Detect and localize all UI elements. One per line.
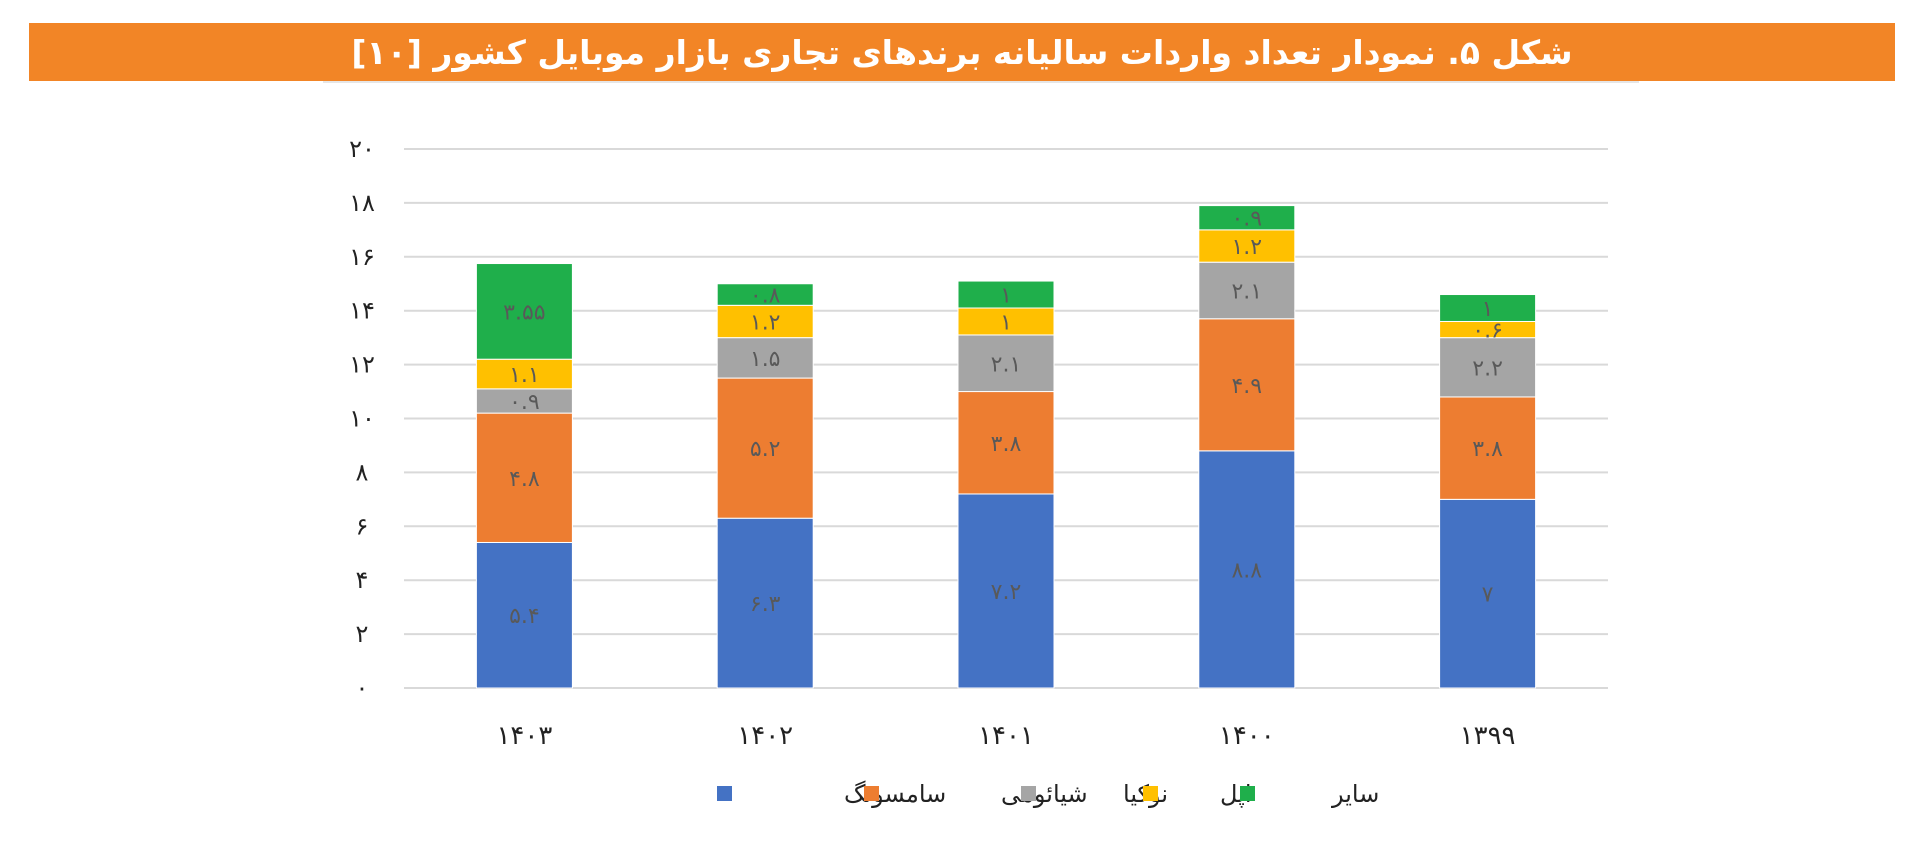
legend-swatch: [717, 786, 732, 801]
data-label: ۶.۳: [750, 592, 781, 617]
y-tick-label: ۱۸: [349, 189, 375, 217]
bar-segment: [1439, 294, 1537, 322]
legend-swatch: [1021, 786, 1036, 801]
title-divider: [323, 81, 1639, 83]
bar-segment: [716, 283, 814, 306]
data-label: ۵.۲: [750, 437, 781, 462]
x-tick-label: ۱۴۰۳: [496, 721, 552, 751]
bar-segment: [957, 334, 1055, 393]
bar-segment: [1439, 337, 1537, 398]
legend-label: سامسونگ: [844, 780, 946, 808]
data-label: ۱: [1000, 310, 1012, 335]
y-tick-label: ۴: [356, 566, 369, 594]
y-tick-label: ۲۰: [349, 135, 375, 163]
bar-segment: [1198, 229, 1296, 263]
bar-segment: [1198, 318, 1296, 452]
legend-label: شیائومی: [1001, 780, 1088, 808]
data-label: ۰.۸: [750, 284, 781, 309]
bar-segment: [957, 280, 1055, 309]
data-label: ۱.۵: [750, 347, 781, 372]
data-label: ۱: [1000, 284, 1012, 309]
data-label: ۲.۲: [1472, 356, 1503, 381]
bar-segment: [716, 337, 814, 379]
y-tick-label: ۰: [356, 674, 369, 702]
bar-segment: [475, 263, 573, 360]
x-tick-label: ۱۴۰۱: [978, 721, 1034, 751]
bar-segment: [957, 493, 1055, 689]
bar-segment: [716, 304, 814, 339]
data-label: ۱.۱: [509, 363, 540, 388]
data-label: ۰.۹: [509, 390, 540, 415]
data-label: ۲.۱: [1231, 279, 1262, 304]
bar-segment: [716, 517, 814, 689]
y-tick-label: ۱۴: [349, 297, 375, 325]
y-tick-label: ۸: [356, 458, 369, 486]
bar-segment: [957, 307, 1055, 336]
bar-segment: [475, 388, 573, 414]
legend-swatch: [1240, 786, 1255, 801]
bar-segment: [1439, 396, 1537, 500]
data-label: ۸.۸: [1231, 558, 1262, 583]
data-label: ۷: [1482, 583, 1494, 608]
data-label: ۱.۲: [750, 310, 781, 335]
data-label: ۲.۱: [991, 352, 1022, 377]
bar-segment: [1439, 498, 1537, 689]
data-label: ۴.۹: [1231, 374, 1262, 399]
x-tick-label: ۱۴۰۲: [737, 721, 793, 751]
data-label: ۳.۸: [1472, 437, 1503, 462]
legend-swatch: [1143, 786, 1158, 801]
x-tick-label: ۱۴۰۰: [1219, 721, 1275, 751]
y-tick-label: ۶: [356, 512, 369, 540]
bar-segment: [716, 377, 814, 519]
data-label: ۳.۸: [991, 432, 1022, 457]
data-label: ۱.۲: [1231, 235, 1262, 260]
chart-title-bar: شکل ۵. نمودار تعداد واردات سالیانه برنده…: [29, 23, 1895, 81]
bar-segment: [475, 358, 573, 390]
bar-segment: [1198, 450, 1296, 689]
bar-segment: [1198, 205, 1296, 231]
legend-swatch: [864, 786, 879, 801]
data-label: ۷.۲: [991, 580, 1022, 605]
bar-segment: [475, 412, 573, 543]
data-label: ۰.۶: [1472, 319, 1503, 344]
data-label: ۴.۸: [509, 467, 540, 492]
data-label: ۳.۵۵: [503, 300, 545, 325]
x-tick-label: ۱۳۹۹: [1460, 721, 1516, 751]
y-tick-label: ۱۲: [349, 351, 375, 379]
data-label: ۱: [1482, 297, 1494, 322]
y-tick-label: ۱۰: [349, 405, 375, 433]
chart-title: شکل ۵. نمودار تعداد واردات سالیانه برنده…: [351, 32, 1573, 72]
y-tick-label: ۲: [356, 620, 369, 648]
y-tick-label: ۱۶: [349, 243, 375, 271]
data-label: ۵.۴: [509, 604, 540, 629]
data-label: ۰.۹: [1231, 207, 1262, 232]
legend-label: سایر: [1331, 780, 1379, 808]
